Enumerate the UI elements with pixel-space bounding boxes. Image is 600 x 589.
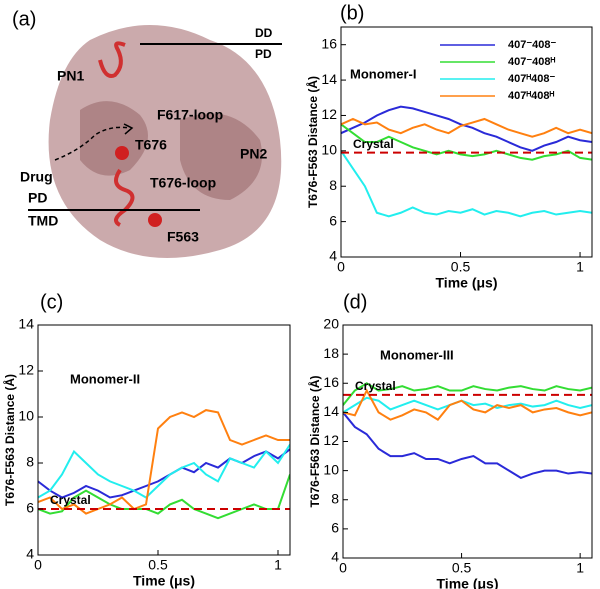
y-axis-label: T676-F563 Distance (Å): [305, 76, 320, 208]
x-tick-label: 0.5: [148, 557, 168, 573]
diagram-label: DD: [255, 26, 273, 40]
series-line: [343, 396, 592, 414]
y-tick-label: 6: [26, 500, 34, 516]
x-tick-label: 0: [339, 560, 347, 576]
y-tick-label: 16: [321, 35, 337, 51]
panel-label: (b): [340, 2, 364, 24]
y-tick-label: 8: [331, 490, 339, 506]
series-line: [343, 411, 592, 480]
y-tick-label: 10: [321, 142, 337, 158]
y-tick-label: 10: [323, 461, 339, 477]
y-axis-label: T676-F563 Distance (Å): [307, 375, 322, 507]
drug-path: [54, 126, 131, 161]
reference-label: Crystal: [355, 379, 396, 393]
diagram-label: T676: [135, 137, 167, 153]
panel-label: (c): [40, 291, 63, 313]
diagram-label: PD: [255, 47, 272, 61]
y-tick-label: 14: [323, 403, 339, 419]
legend-label: 407ᴴ408ᴴ: [508, 90, 554, 102]
y-axis-label: T676-F563 Distance (Å): [2, 374, 17, 506]
y-tick-label: 18: [323, 345, 339, 361]
plot-frame: [37, 324, 291, 556]
legend-label: 407⁻408⁻: [508, 39, 557, 51]
x-tick-label: 1: [576, 560, 584, 576]
y-tick-label: 10: [18, 408, 34, 424]
y-tick-label: 4: [329, 248, 337, 264]
series-line: [341, 117, 592, 138]
series-line: [341, 150, 592, 218]
diagram-label: PN2: [240, 146, 267, 162]
x-tick-label: 0: [337, 259, 345, 275]
legend-label: 407ᴴ408⁻: [508, 73, 555, 85]
diagram-label: PN1: [57, 68, 84, 84]
x-tick-label: 1: [576, 259, 584, 275]
y-tick-label: 6: [329, 212, 337, 228]
diagram-label: Drug: [20, 169, 53, 185]
series-line: [38, 444, 290, 499]
x-axis-label: Time (μs): [436, 275, 498, 291]
diagram-label: PD: [28, 190, 47, 206]
atom: [148, 213, 162, 227]
x-axis-label: Time (μs): [133, 573, 195, 589]
y-tick-label: 14: [321, 71, 337, 87]
series-line: [341, 123, 592, 161]
y-tick-label: 4: [26, 546, 34, 562]
series-line: [343, 382, 592, 406]
series-line: [343, 388, 592, 421]
x-tick-label: 1: [274, 557, 282, 573]
loop: [114, 168, 135, 227]
chart-title: Monomer-III: [380, 347, 454, 362]
y-tick-label: 8: [329, 177, 337, 193]
y-tick-label: 20: [323, 316, 339, 332]
series-line: [341, 105, 592, 152]
series-line: [38, 448, 290, 499]
arrowhead: [123, 123, 134, 135]
loop: [98, 41, 126, 78]
protein-domain: [180, 113, 262, 200]
series-line: [38, 474, 290, 520]
y-tick-label: 6: [331, 520, 339, 536]
diagram-label: TMD: [28, 213, 58, 229]
panel-label: (d): [343, 291, 367, 313]
reference-label: Crystal: [50, 493, 91, 507]
y-tick-label: 12: [321, 106, 337, 122]
diagram-label: F563: [167, 229, 199, 245]
protein-diagram: (a) DD PD PN1 F617-loop T676 PN2 Drug T6…: [12, 8, 282, 258]
reference-label: Crystal: [353, 137, 394, 151]
plot-frame: [340, 26, 593, 258]
y-tick-label: 14: [18, 316, 34, 332]
chart-title: Monomer-I: [350, 66, 416, 81]
x-tick-label: 0.5: [451, 259, 471, 275]
x-tick-label: 0: [34, 557, 42, 573]
panel-label: (a): [12, 8, 36, 30]
y-tick-label: 12: [18, 362, 34, 378]
atom: [115, 146, 129, 160]
y-tick-label: 4: [331, 549, 339, 565]
x-tick-label: 0.5: [452, 560, 472, 576]
diagram-label: T676-loop: [150, 175, 216, 191]
legend-label: 407⁻408ᴴ: [508, 56, 556, 68]
y-tick-label: 8: [26, 454, 34, 470]
diagram-label: F617-loop: [157, 107, 223, 123]
y-tick-label: 12: [323, 432, 339, 448]
y-tick-label: 16: [323, 374, 339, 390]
protein-shape: [48, 25, 282, 258]
protein-domain: [80, 101, 148, 176]
chart-title: Monomer-II: [70, 371, 140, 386]
x-axis-label: Time (μs): [437, 576, 499, 589]
